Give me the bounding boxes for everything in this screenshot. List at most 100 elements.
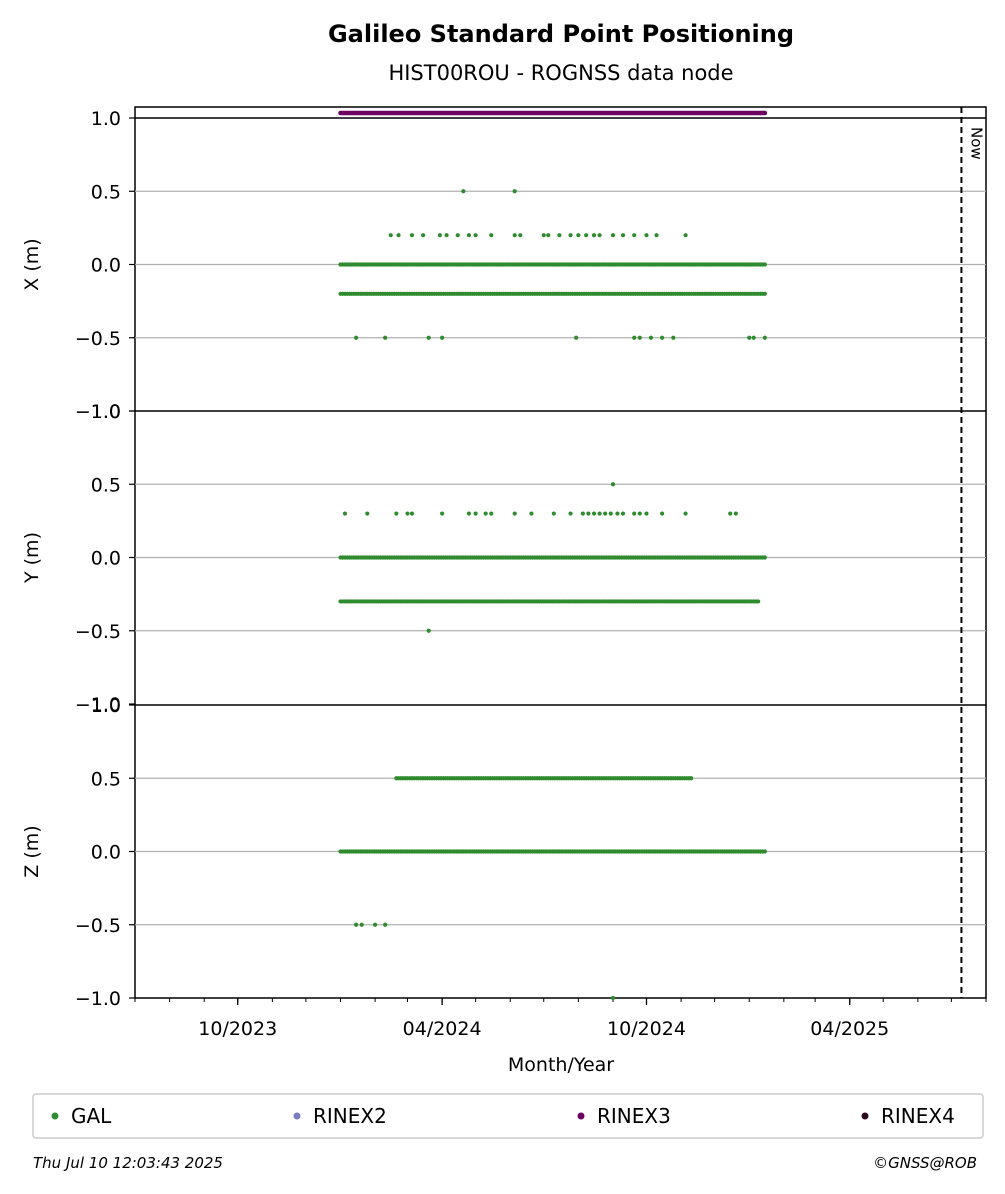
data-point [610,233,616,238]
y-tick-label: −0.5 [75,328,121,350]
chart-subtitle: HIST00ROU - ROGNSS data node [388,61,733,85]
legend-label-gal: GAL [71,1104,112,1128]
data-point [762,262,767,267]
data-point [574,335,579,340]
data-point [591,233,597,238]
data-point [689,776,694,781]
legend-label-rinex3: RINEX3 [597,1104,671,1128]
data-point [683,233,688,238]
data-point [683,511,688,516]
data-point [455,233,460,238]
data-point [373,922,378,927]
data-point [615,511,620,516]
data-point [437,233,442,238]
data-point [762,555,767,560]
y-tick-label: 0.0 [91,548,121,570]
data-point [473,511,478,516]
data-point [610,482,616,487]
data-point [603,511,608,516]
data-point [728,511,733,516]
data-point [632,511,637,516]
data-point [648,335,654,340]
data-point [440,335,445,340]
data-point [610,995,616,1001]
y-axis-label: Z (m) [21,825,43,877]
y-tick-label: 1.0 [91,108,121,130]
data-point [751,335,756,340]
data-point [591,511,597,516]
y-axis-label: Y (m) [21,532,43,584]
data-point [557,233,562,238]
data-point [473,233,478,238]
y-tick-label: 0.5 [91,474,121,496]
data-point [365,511,370,516]
footer-copyright: ©GNSS@ROB [873,1154,977,1172]
data-point [620,511,626,516]
data-point [546,233,551,238]
chart-title: Galileo Standard Point Positioning [328,20,794,48]
data-point [388,233,393,238]
data-point [637,335,642,340]
grid-layer [134,106,987,999]
data-point [489,233,494,238]
data-point [568,511,573,516]
y-tick-label: −1.0 [75,694,121,716]
data-point [354,335,359,340]
data-point [597,233,602,238]
data-point [396,233,401,238]
tick-layer: −1.0 −0.5 0.0 0.5 1.0 X (m) −1.0 −0.5 0.0 0.5 1.0 Y… [21,108,987,1040]
data-point [620,233,626,238]
data-point [529,511,534,516]
x-tick-label: 04/2025 [810,1018,889,1040]
data-point [383,922,388,927]
data-point [512,511,517,516]
legend-marker-gal [51,1112,59,1120]
data-point [461,189,466,194]
data-point [756,599,761,604]
data-point [747,335,752,340]
y-tick-label: 0.0 [91,255,121,277]
data-point [409,511,415,516]
data-point [671,335,676,340]
data-point [440,511,445,516]
legend-marker-rinex3 [577,1112,585,1120]
legend-label-rinex4: RINEX4 [881,1104,955,1128]
y-tick-label: 1.0 [91,695,121,717]
legend-marker-rinex2 [293,1112,301,1120]
data-point [394,511,399,516]
data-point [660,335,665,340]
data-point [576,233,581,238]
legend-box: GAL RINEX2 RINEX3 RINEX4 [32,1093,984,1139]
data-point [637,511,642,516]
data-point [405,511,410,516]
y-tick-label: −0.5 [75,915,121,937]
data-point [632,335,637,340]
legend-marker-rinex4 [861,1112,869,1120]
data-point [568,233,573,238]
data-point [586,511,591,516]
y-tick-label: 0.5 [91,768,121,790]
data-point [466,233,472,238]
data-point [489,511,494,516]
footer-timestamp: Thu Jul 10 12:03:43 2025 [33,1154,223,1172]
data-point [444,233,449,238]
data-point [644,511,649,516]
data-point [597,511,602,516]
data-point [342,511,348,516]
data-point [580,511,585,516]
data-point [608,511,613,516]
x-tick-label: 04/2024 [403,1018,482,1040]
data-point [483,511,488,516]
data-point [762,335,767,340]
y-tick-label: 0.5 [91,181,121,203]
data-point [518,233,523,238]
data-point [762,291,767,296]
legend-label-rinex2: RINEX2 [313,1104,387,1128]
data-point [512,233,517,238]
data-point [354,922,359,927]
y-tick-label: 1.0 [91,401,121,423]
data-point [359,922,364,927]
data-point [512,189,517,194]
data-point [426,628,431,633]
